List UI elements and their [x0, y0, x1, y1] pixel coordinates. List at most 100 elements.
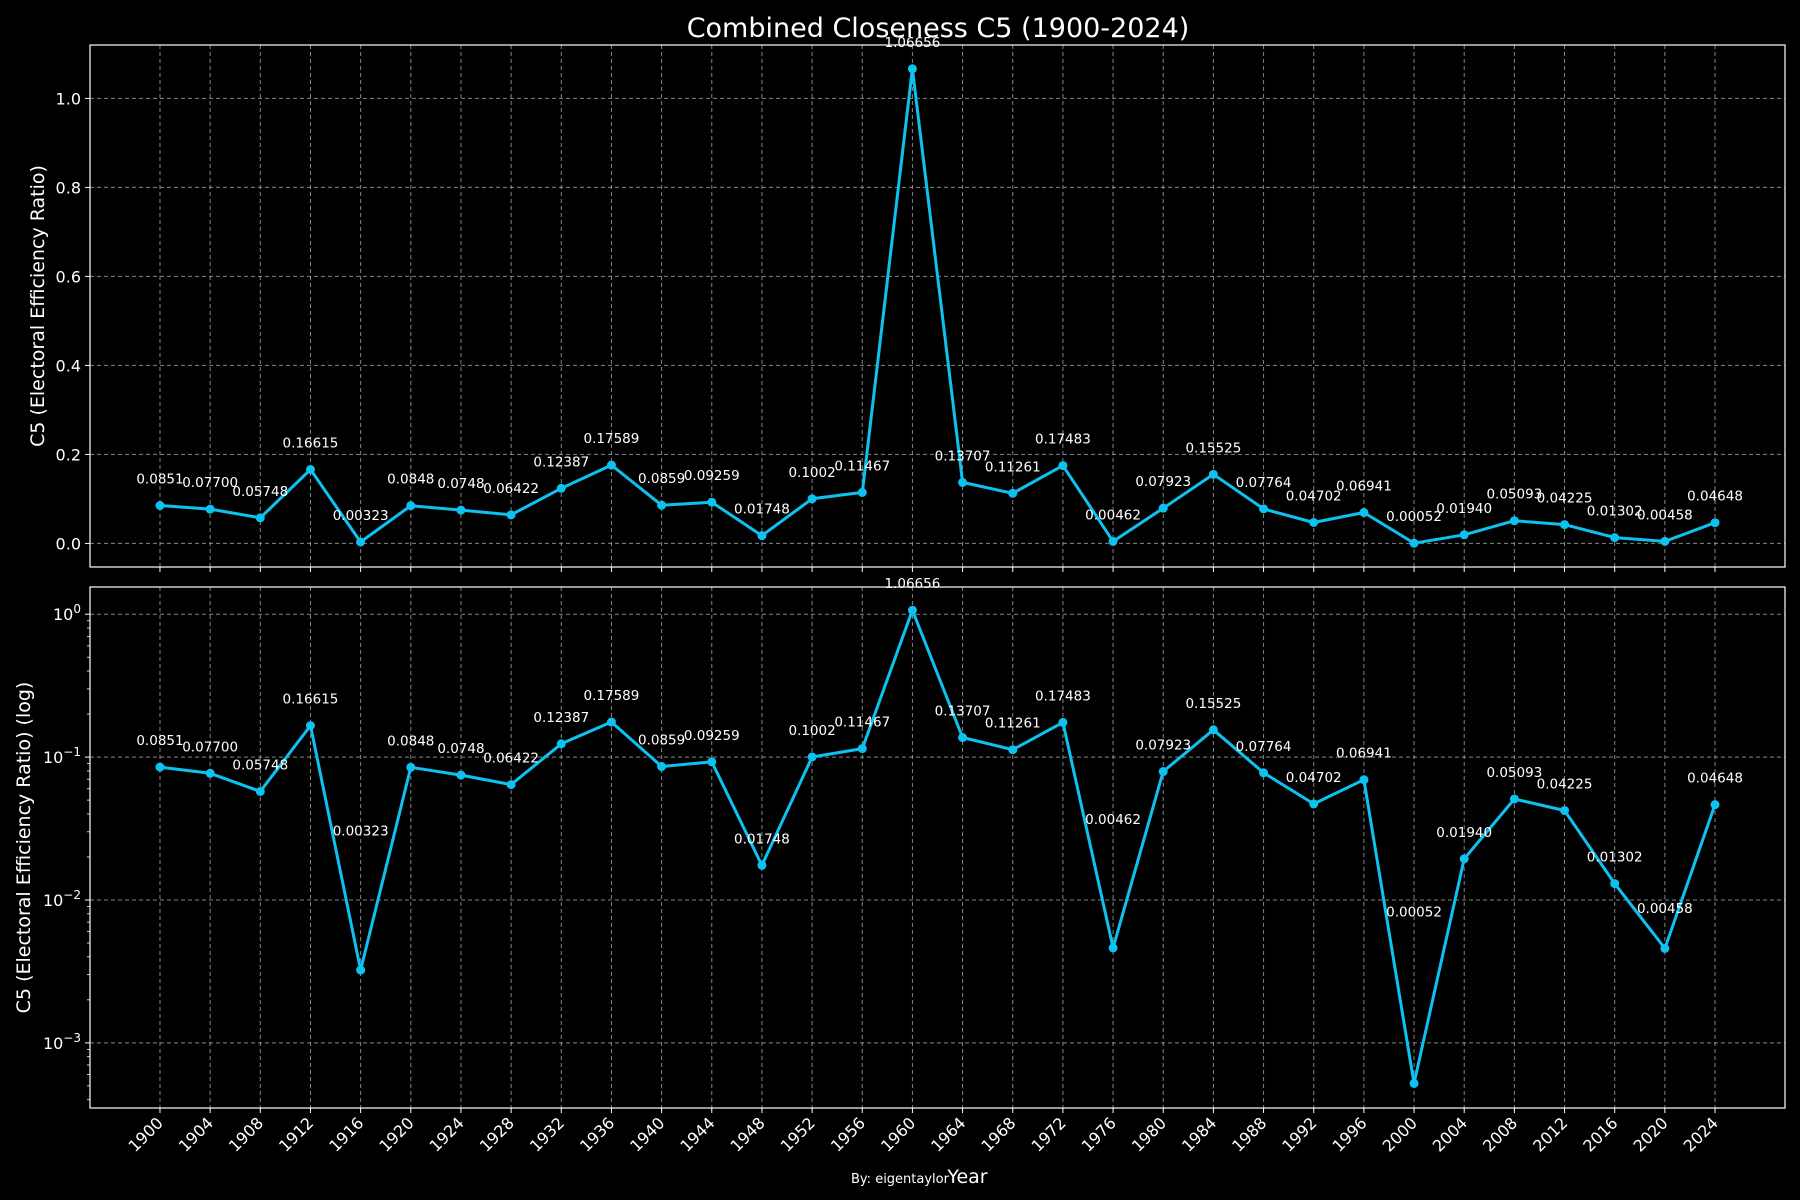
data-point — [606, 460, 616, 470]
data-point — [1058, 461, 1068, 471]
data-point — [657, 762, 667, 772]
data-point — [1158, 503, 1168, 513]
data-point — [958, 733, 968, 743]
plot-frame — [89, 44, 1786, 568]
data-point — [1610, 879, 1620, 889]
x-tick-label: 1928 — [476, 1113, 518, 1155]
data-point — [205, 504, 215, 514]
data-point — [1560, 520, 1570, 530]
x-tick-label: 1980 — [1128, 1113, 1170, 1155]
data-label: 0.00458 — [1637, 901, 1693, 917]
data-label: 0.07764 — [1236, 739, 1292, 755]
data-label: 0.17589 — [584, 688, 640, 704]
data-label: 0.12387 — [533, 454, 589, 470]
data-point — [255, 786, 265, 796]
x-tick-label: 1924 — [426, 1113, 468, 1155]
data-label: 0.09259 — [684, 728, 740, 744]
x-tick-label: 1964 — [927, 1113, 969, 1155]
data-point — [958, 477, 968, 487]
x-tick-label: 1972 — [1028, 1113, 1070, 1155]
gridlines — [90, 45, 1785, 567]
panel-linear: 0.0 0.2 0.4 0.6 0.8 1.0 C5 (Electoral Efficien… — [27, 35, 1786, 572]
data-label: 0.0748 — [437, 476, 484, 492]
data-label: 0.06422 — [483, 481, 539, 497]
data-point — [1409, 538, 1419, 548]
y-tick-label: 1.0 — [56, 89, 81, 108]
data-label: 0.01302 — [1587, 504, 1643, 520]
data-label: 0.15525 — [1185, 696, 1241, 712]
data-label: 0.16615 — [283, 435, 339, 451]
data-point — [1710, 518, 1720, 528]
data-point — [857, 744, 867, 754]
x-tick-label: 1916 — [325, 1113, 367, 1155]
data-point — [1309, 517, 1319, 527]
data-label: 0.17589 — [584, 431, 640, 447]
x-tick-label: 1988 — [1228, 1113, 1270, 1155]
data-label: 0.01940 — [1436, 825, 1492, 841]
data-label: 0.0748 — [437, 741, 484, 757]
data-point — [1309, 799, 1319, 809]
data-label: 0.1002 — [788, 465, 835, 481]
data-point — [155, 762, 165, 772]
data-label: 0.04225 — [1537, 777, 1593, 793]
y-tick-label: 0.6 — [56, 267, 81, 286]
data-label: 0.0859 — [638, 733, 685, 749]
x-tick-label: 1936 — [576, 1113, 618, 1155]
plot-frame — [89, 586, 1786, 1109]
data-label: 0.06941 — [1336, 479, 1392, 495]
data-label: 0.04648 — [1687, 771, 1743, 787]
data-label: 0.04702 — [1286, 770, 1342, 786]
data-point — [356, 965, 366, 975]
data-point — [255, 513, 265, 523]
x-tick-label: 1968 — [977, 1113, 1019, 1155]
data-point — [707, 757, 717, 767]
data-point — [907, 605, 917, 615]
data-point — [1108, 943, 1118, 953]
data-point — [1660, 943, 1670, 953]
x-tick-label: 1996 — [1328, 1113, 1370, 1155]
chart-title: Combined Closeness C5 (1900-2024) — [687, 13, 1190, 44]
y-tick-label: 10−3 — [43, 1031, 81, 1053]
data-label: 0.05093 — [1486, 765, 1542, 781]
x-tick-label: 1920 — [375, 1113, 417, 1155]
x-tick-label: 1992 — [1278, 1113, 1320, 1155]
data-point — [456, 770, 466, 780]
x-axis-label: Year — [946, 1166, 987, 1188]
data-point — [406, 762, 416, 772]
data-point — [1509, 794, 1519, 804]
data-label: 1.06656 — [885, 35, 941, 51]
x-tick-label: 1956 — [827, 1113, 869, 1155]
data-label: 0.07923 — [1135, 474, 1191, 490]
x-tick-label: 1944 — [676, 1113, 718, 1155]
x-tick-label: 2016 — [1579, 1113, 1621, 1155]
data-point — [807, 494, 817, 504]
data-point — [356, 537, 366, 547]
data-point — [1108, 536, 1118, 546]
data-point — [657, 500, 667, 510]
data-point — [155, 501, 165, 511]
x-tick-label: 2020 — [1629, 1113, 1671, 1155]
y-axis-label: C5 (Electoral Efficiency Ratio) (log) — [13, 682, 35, 1014]
data-point — [1259, 768, 1269, 778]
data-label: 0.11467 — [834, 458, 890, 474]
footer-credit: By: eigentaylor — [851, 1172, 950, 1187]
data-point — [907, 64, 917, 74]
x-tick-label: 1984 — [1178, 1113, 1220, 1155]
series-line — [159, 608, 1717, 1085]
data-label: 0.0848 — [387, 472, 434, 488]
data-point — [1008, 745, 1018, 755]
y-tick-label: 10−2 — [43, 888, 81, 910]
data-label: 0.00052 — [1386, 904, 1442, 920]
data-label: 0.07764 — [1236, 475, 1292, 491]
series-line — [159, 67, 1716, 545]
data-label: 0.05748 — [232, 484, 288, 500]
data-point — [1008, 488, 1018, 498]
x-tick-label: 1960 — [877, 1113, 919, 1155]
data-point — [1359, 508, 1369, 518]
data-point — [1409, 1078, 1419, 1088]
data-label: 0.05748 — [232, 757, 288, 773]
y-tick-label: 0.4 — [56, 356, 81, 375]
data-point — [1058, 717, 1068, 727]
data-label: 0.00462 — [1085, 507, 1141, 523]
